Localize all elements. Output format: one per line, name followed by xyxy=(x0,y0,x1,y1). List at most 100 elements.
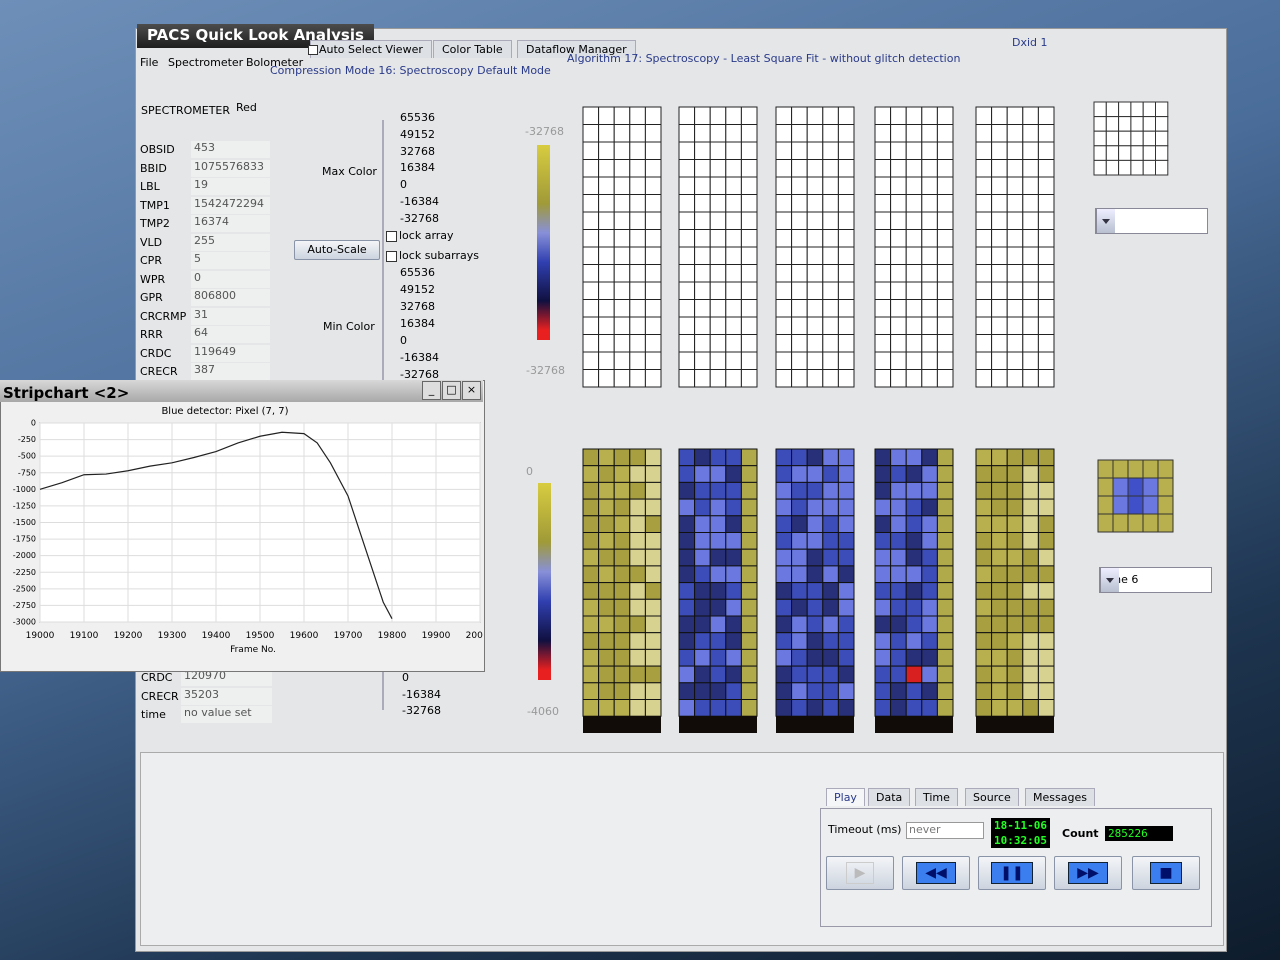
combo-arrow[interactable] xyxy=(1096,209,1115,233)
pixel xyxy=(1006,548,1024,567)
pixel xyxy=(791,281,808,300)
pixel xyxy=(890,648,907,667)
checkbox[interactable] xyxy=(308,45,318,55)
chart-title: Blue detector: Pixel (7, 7) xyxy=(161,406,288,417)
autoscale-button[interactable]: Auto-Scale xyxy=(294,240,380,260)
menu-item[interactable]: File xyxy=(140,56,159,69)
pixel xyxy=(598,548,615,567)
pixel xyxy=(806,615,824,634)
menu-item[interactable]: Spectrometer xyxy=(168,56,244,69)
pixel xyxy=(709,264,727,283)
pixel xyxy=(582,369,600,388)
player-button[interactable]: ■ xyxy=(1132,856,1200,890)
pixel xyxy=(694,281,711,300)
pixel xyxy=(822,481,839,500)
pixel xyxy=(582,229,600,248)
pixel xyxy=(991,351,1008,370)
pixel xyxy=(598,565,615,584)
control-tab[interactable]: Source xyxy=(965,788,1019,806)
window-button[interactable]: × xyxy=(462,381,481,400)
checkbox[interactable] xyxy=(386,251,397,262)
pixel xyxy=(1037,159,1055,178)
pixel xyxy=(822,281,839,300)
window-button[interactable]: _ xyxy=(422,381,441,400)
pixel xyxy=(837,246,855,265)
control-tab[interactable]: Play xyxy=(826,788,865,806)
pixel xyxy=(775,176,793,195)
top-tab[interactable]: Dataflow Manager xyxy=(517,40,636,58)
top-tab[interactable]: Auto Select Viewer xyxy=(310,40,432,58)
selector[interactable]: All xyxy=(1095,208,1208,234)
menu-item[interactable]: Bolometer xyxy=(246,56,304,69)
pixel xyxy=(874,264,892,283)
pixel xyxy=(936,515,954,533)
combo-arrow[interactable] xyxy=(1100,568,1119,592)
pixel xyxy=(629,281,646,300)
pixel xyxy=(629,665,646,684)
pixel xyxy=(694,648,711,667)
control-tab[interactable]: Time xyxy=(915,788,958,806)
stripchart-plot: Blue detector: Pixel (7, 7) 0 -250 -500 -750… xyxy=(13,406,483,655)
player-button[interactable]: ▶ xyxy=(826,856,894,890)
array-footer xyxy=(776,716,854,733)
pixel xyxy=(775,465,793,483)
pixel xyxy=(709,159,727,178)
field-label: LBL xyxy=(140,180,160,193)
selector[interactable]: Line 6 xyxy=(1099,567,1212,593)
pixel xyxy=(1022,632,1039,650)
player-button[interactable]: ❚❚ xyxy=(978,856,1046,890)
pixel xyxy=(644,648,662,667)
pixel xyxy=(837,682,855,700)
pixel xyxy=(806,465,824,483)
pixel xyxy=(644,334,662,353)
timeout-input[interactable]: never xyxy=(906,822,984,839)
pixel xyxy=(991,665,1008,684)
pixel xyxy=(1142,495,1159,515)
pixel xyxy=(678,565,696,584)
pixel xyxy=(991,699,1008,717)
pixel xyxy=(678,281,696,300)
pixel xyxy=(740,665,758,684)
colorbar-top: 0 xyxy=(526,465,533,478)
pixel xyxy=(975,548,993,567)
pixel xyxy=(991,334,1008,353)
pixel xyxy=(1006,281,1024,300)
pixel xyxy=(678,648,696,667)
pixel xyxy=(905,648,923,667)
pixel xyxy=(874,699,892,717)
pixel xyxy=(740,532,758,550)
pixel xyxy=(775,159,793,178)
top-tab[interactable]: Color Table xyxy=(433,40,512,58)
control-tab[interactable]: Messages xyxy=(1025,788,1095,806)
pixel xyxy=(991,448,1008,467)
pixel xyxy=(822,515,839,533)
player-button[interactable]: ▶▶ xyxy=(1054,856,1122,890)
pixel xyxy=(921,299,938,318)
pixel xyxy=(921,281,938,300)
pixel xyxy=(678,548,696,567)
scale-label: 32768 xyxy=(400,300,435,313)
pixel xyxy=(837,316,855,335)
pixel xyxy=(806,515,824,533)
pixel xyxy=(629,615,646,634)
pixel xyxy=(644,498,662,517)
window-button[interactable]: □ xyxy=(442,381,461,400)
pixel xyxy=(1105,145,1120,161)
array-footer xyxy=(875,716,953,733)
checkbox[interactable] xyxy=(386,231,397,242)
pixel xyxy=(1155,159,1169,176)
pixel xyxy=(775,106,793,125)
player-button[interactable]: ◀◀ xyxy=(902,856,970,890)
control-tab[interactable]: Data xyxy=(868,788,911,806)
pixel xyxy=(629,299,646,318)
pixel xyxy=(775,194,793,213)
pixel xyxy=(694,682,711,700)
pixel xyxy=(740,316,758,335)
pixel xyxy=(1127,459,1144,479)
pixel xyxy=(678,264,696,283)
pixel xyxy=(874,299,892,318)
pixel xyxy=(1037,665,1055,684)
pixel xyxy=(678,498,696,517)
pixel xyxy=(598,106,615,125)
pixel xyxy=(725,299,742,318)
